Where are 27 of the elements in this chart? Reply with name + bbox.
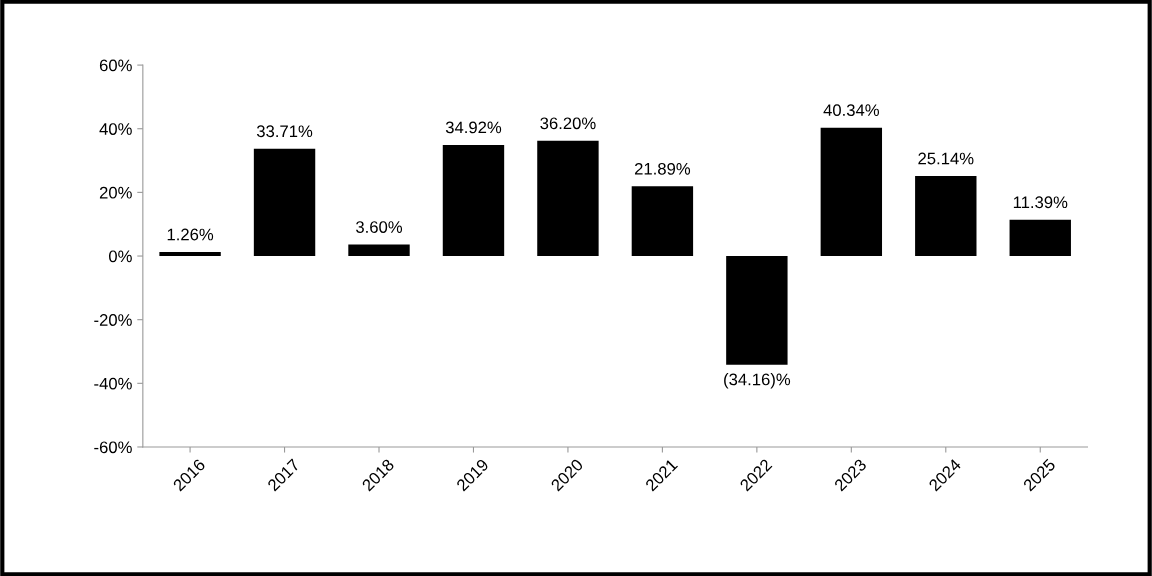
bar — [726, 256, 788, 365]
bar — [253, 148, 316, 257]
y-tick-label: -20% — [94, 314, 132, 326]
y-tick-label: -60% — [94, 441, 132, 454]
y-tick-label: 20% — [99, 186, 132, 199]
bar — [915, 176, 977, 257]
y-tick-label: -40% — [94, 377, 132, 390]
data-label: (34.16)% — [724, 373, 791, 389]
bar — [442, 144, 505, 257]
data-label: 1.26% — [167, 228, 214, 241]
data-label: 33.71% — [256, 125, 313, 138]
bar — [159, 252, 221, 257]
bar — [631, 186, 694, 257]
bar — [348, 244, 410, 257]
y-tick-label: 0% — [108, 250, 132, 263]
data-label: 21.89% — [634, 162, 691, 175]
y-tick-label: 60% — [99, 59, 132, 72]
bar — [1009, 219, 1071, 257]
bar — [537, 140, 599, 257]
data-label: 11.39% — [1013, 196, 1068, 209]
data-label: 3.60% — [356, 221, 403, 233]
data-label: 36.20% — [540, 117, 596, 130]
data-label: 34.92% — [445, 121, 502, 134]
y-tick-label: 40% — [99, 123, 132, 135]
bar — [820, 127, 883, 257]
data-label: 40.34% — [823, 104, 879, 117]
data-label: 25.14% — [918, 152, 974, 165]
